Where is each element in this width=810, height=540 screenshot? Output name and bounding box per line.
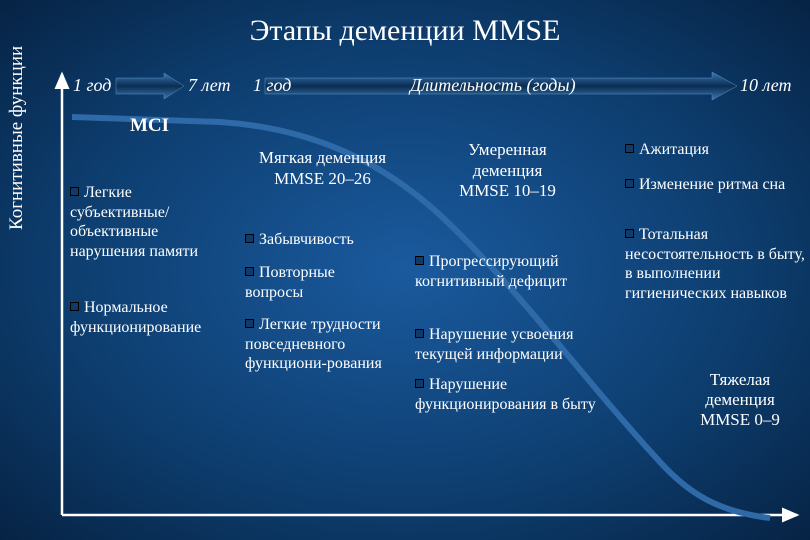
timeline-seg2-label: Длительность (годы)	[410, 75, 576, 96]
mci-bullet-1: Легкие субъективные/объективные нарушени…	[70, 183, 235, 261]
stage-severe: Тяжелая деменция MMSE 0–9	[680, 370, 800, 430]
bullet-icon	[245, 234, 254, 243]
sev-bullet-3-text: Тотальная несостоятельность в быту, в вы…	[625, 226, 805, 302]
bullet-icon	[245, 319, 254, 328]
bullet-icon	[625, 144, 634, 153]
mod-bullet-1: Прогрессирующий когнитивный дефицит	[415, 252, 600, 291]
bullet-icon	[625, 229, 634, 238]
mild-bullet-3: Легкие трудности повседневного функциони…	[245, 315, 415, 374]
timeline-seg1-start: 1 год	[73, 75, 111, 96]
mod-bullet-2: Нарушение усвоения текущей информации	[415, 325, 615, 364]
sev-bullet-1-text: Ажитация	[639, 141, 709, 158]
stage-severe-title: Тяжелая деменция	[705, 370, 775, 409]
stage-mild: Мягкая деменция MMSE 20–26	[240, 148, 405, 189]
mci-bullet-2: Нормальное функционирование	[70, 298, 235, 337]
stage-mod-title-1: Умеренная деменция	[468, 140, 546, 180]
stage-mild-title: Мягкая деменция	[259, 148, 386, 167]
bullet-icon	[70, 187, 79, 196]
bullet-icon	[415, 329, 424, 338]
bullet-icon	[415, 379, 424, 388]
mod-bullet-3: Нарушение функционирования в быту	[415, 375, 615, 414]
mild-bullet-1-text: Забывчивость	[259, 231, 354, 248]
mod-bullet-3-text: Нарушение функционирования в быту	[415, 376, 596, 413]
timeline-seg2-start: 1 год	[253, 75, 291, 96]
timeline-seg2-end: 10 лет	[740, 75, 792, 96]
mci-bullet-2-text: Нормальное функционирование	[70, 299, 201, 336]
stage-severe-mmse: MMSE 0–9	[700, 410, 780, 429]
mod-bullet-1-text: Прогрессирующий когнитивный дефицит	[415, 253, 567, 290]
bullet-icon	[70, 302, 79, 311]
stage-mod-mmse: MMSE 10–19	[459, 181, 556, 200]
stage-mild-mmse: MMSE 20–26	[274, 169, 371, 188]
mild-bullet-3-text: Легкие трудности повседневного функциони…	[245, 316, 382, 372]
mci-bullet-1-text: Легкие субъективные/объективные нарушени…	[70, 184, 198, 260]
mod-bullet-2-text: Нарушение усвоения текущей информации	[415, 326, 573, 363]
sev-bullet-3: Тотальная несостоятельность в быту, в вы…	[625, 225, 810, 303]
stage-moderate: Умеренная деменция MMSE 10–19	[440, 140, 575, 202]
sev-bullet-2: Изменение ритма сна	[625, 175, 805, 195]
bullet-icon	[415, 256, 424, 265]
mild-bullet-2: Повторные вопросы	[245, 263, 395, 302]
mci-label: MCI	[130, 115, 169, 137]
mild-bullet-1: Забывчивость	[245, 230, 395, 250]
sev-bullet-1: Ажитация	[625, 140, 805, 160]
bullet-icon	[245, 267, 254, 276]
sev-bullet-2-text: Изменение ритма сна	[639, 176, 785, 193]
bullet-icon	[625, 179, 634, 188]
mild-bullet-2-text: Повторные вопросы	[245, 264, 335, 301]
timeline-seg1-end: 7 лет	[188, 75, 231, 96]
